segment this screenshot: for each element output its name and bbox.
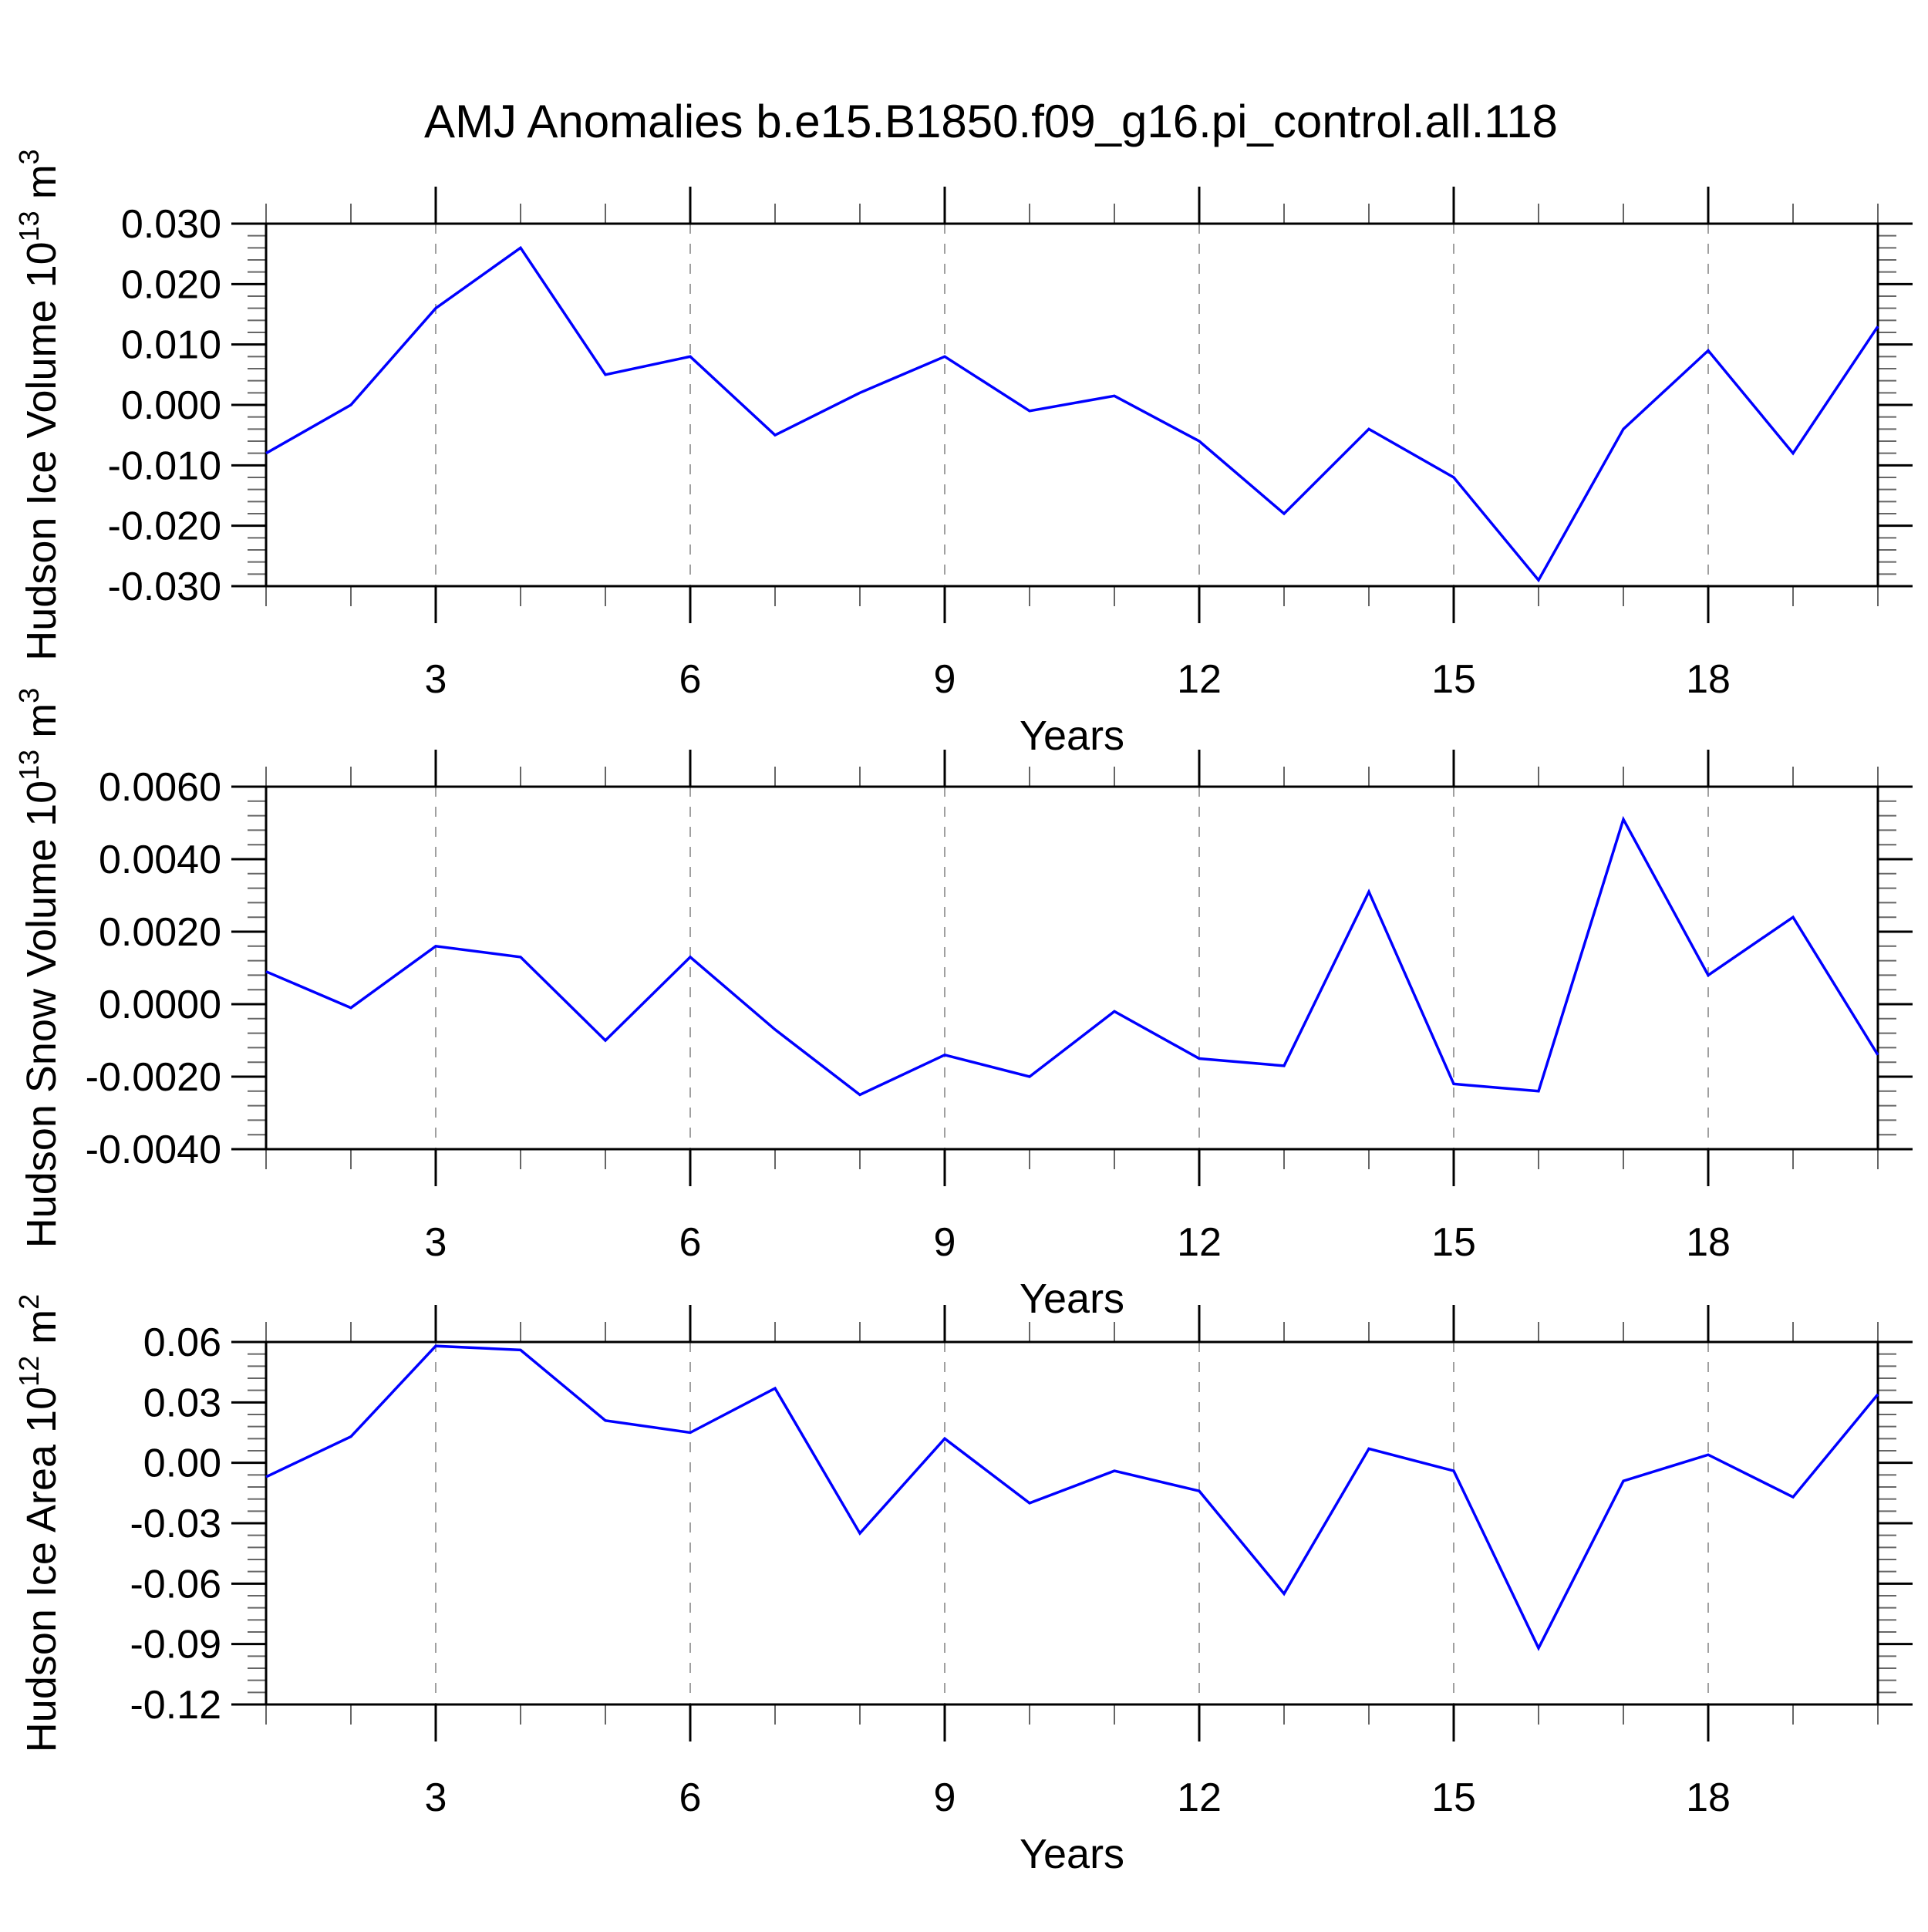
x-axis-title: Years [1020, 713, 1124, 759]
x-tick-label: 15 [1431, 657, 1476, 702]
x-tick-label: 6 [679, 1775, 702, 1820]
x-axis-title: Years [1020, 1831, 1124, 1877]
x-tick-label: 9 [934, 1220, 956, 1265]
x-tick-label: 12 [1177, 1775, 1222, 1820]
data-line-hudson-snow-volume [265, 815, 1879, 1097]
x-tick-label: 6 [679, 1220, 702, 1265]
x-tick-label: 18 [1686, 657, 1731, 702]
y-tick-label: 0.03 [143, 1381, 221, 1425]
x-tick-label: 9 [934, 657, 956, 702]
y-tick-label: -0.06 [130, 1562, 221, 1607]
y-axis-title: Hudson Snow Volume 1013 m3 [13, 688, 65, 1248]
y-tick-label: 0.0020 [99, 910, 221, 955]
y-tick-label: -0.12 [130, 1683, 221, 1728]
y-tick-label: -0.09 [130, 1623, 221, 1667]
axes-box [265, 785, 1879, 1151]
y-tick-label: 0.0040 [99, 838, 221, 882]
x-tick-label: 3 [425, 1775, 447, 1820]
y-tick-label: -0.010 [108, 443, 221, 488]
figure-title: AMJ Anomalies b.e15.B1850.f09_g16.pi_con… [424, 96, 1558, 147]
x-tick-label: 18 [1686, 1775, 1731, 1820]
y-tick-label: -0.030 [108, 565, 221, 609]
x-tick-label: 12 [1177, 657, 1222, 702]
y-tick-label: 0.0000 [99, 983, 221, 1027]
y-axis-title: Hudson Ice Volume 1013 m3 [13, 149, 65, 660]
y-tick-label: -0.0040 [86, 1128, 221, 1172]
panel-hudson-snow-volume: -0.0040 -0.0020 0.0000 0.0020 0.0040 0.0060 3 6… [13, 688, 1913, 1322]
panel-hudson-ice-area: -0.12 -0.09 -0.06 -0.03 0.00 0.03 0.06 3 6 9 12 15 1… [13, 1294, 1913, 1877]
x-tick-label: 9 [934, 1775, 956, 1820]
x-tick-label: 6 [679, 657, 702, 702]
x-tick-label: 12 [1177, 1220, 1222, 1265]
y-tick-label: -0.03 [130, 1502, 221, 1546]
x-tick-label: 3 [425, 1220, 447, 1265]
x-axis-title: Years [1020, 1276, 1124, 1322]
x-tick-label: 15 [1431, 1775, 1476, 1820]
x-tick-label: 18 [1686, 1220, 1731, 1265]
axes-box [265, 1340, 1879, 1706]
data-line-hudson-ice-volume [265, 245, 1879, 583]
y-tick-label: 0.00 [143, 1441, 221, 1486]
axes-box [265, 222, 1879, 588]
data-line-hudson-ice-area [265, 1344, 1879, 1651]
y-tick-label: 0.010 [121, 323, 221, 368]
x-tick-label: 15 [1431, 1220, 1476, 1265]
y-tick-label: 0.020 [121, 262, 221, 307]
y-tick-label: 0.030 [121, 202, 221, 247]
x-tick-label: 3 [425, 657, 447, 702]
y-tick-label: -0.020 [108, 504, 221, 549]
panel-hudson-ice-volume: -0.030 -0.020 -0.010 0.000 0.010 0.020 0.030 3 6… [13, 149, 1913, 759]
y-axis-title: Hudson Ice Area 1012 m2 [13, 1294, 65, 1752]
y-tick-label: 0.0060 [99, 765, 221, 810]
y-tick-label: 0.06 [143, 1320, 221, 1365]
y-tick-label: 0.000 [121, 383, 221, 428]
y-tick-label: -0.0020 [86, 1055, 221, 1100]
